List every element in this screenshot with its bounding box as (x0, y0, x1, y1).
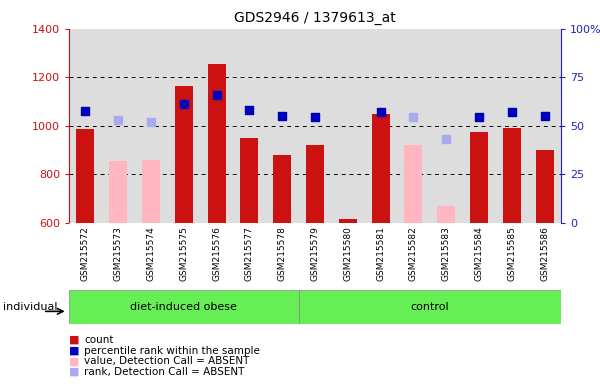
Bar (503, 128, 521, 223)
Bar (306, 145, 324, 223)
Bar (266, 29, 299, 223)
Point (507, 109, 517, 116)
Bar (496, 29, 528, 223)
Point (212, 93, 221, 99)
Bar (437, 206, 455, 223)
Bar (299, 29, 331, 223)
Bar (134, 29, 167, 223)
Point (113, 117, 123, 123)
Bar (331, 29, 364, 223)
Bar (339, 219, 357, 223)
Text: GSM215574: GSM215574 (146, 226, 155, 281)
Bar (528, 29, 561, 223)
Text: GSM215578: GSM215578 (278, 226, 287, 281)
Point (179, 101, 188, 107)
Bar (430, 29, 463, 223)
Point (277, 113, 287, 119)
Text: GSM215584: GSM215584 (475, 226, 484, 281)
Bar (69, 29, 102, 223)
Text: count: count (84, 335, 113, 345)
Text: diet-induced obese: diet-induced obese (130, 302, 237, 312)
Bar (404, 145, 422, 223)
Text: GSM215580: GSM215580 (343, 226, 352, 281)
Text: GSM215582: GSM215582 (409, 226, 418, 281)
Text: ■: ■ (69, 346, 79, 356)
Point (409, 114, 418, 120)
Bar (200, 29, 233, 223)
Text: ■: ■ (69, 356, 79, 366)
Bar (208, 64, 226, 223)
Text: GSM215586: GSM215586 (540, 226, 549, 281)
Point (474, 114, 484, 120)
Bar (102, 29, 134, 223)
Text: GSM215585: GSM215585 (508, 226, 516, 281)
Bar (470, 132, 488, 223)
Point (540, 113, 550, 119)
Text: GSM215576: GSM215576 (212, 226, 221, 281)
Bar (109, 161, 127, 223)
Bar (536, 150, 554, 223)
Text: ■: ■ (69, 367, 79, 377)
Point (310, 114, 320, 120)
Text: GSM215581: GSM215581 (376, 226, 385, 281)
Text: individual: individual (3, 302, 58, 312)
Point (80, 108, 90, 114)
Bar (69, 290, 299, 324)
Bar (273, 155, 291, 223)
Bar (167, 29, 200, 223)
Text: percentile rank within the sample: percentile rank within the sample (84, 346, 260, 356)
Title: GDS2946 / 1379613_at: GDS2946 / 1379613_at (234, 11, 396, 25)
Bar (76, 129, 94, 223)
Bar (233, 29, 266, 223)
Text: GSM215572: GSM215572 (81, 226, 90, 281)
Bar (241, 138, 259, 223)
Text: GSM215577: GSM215577 (245, 226, 254, 281)
Text: control: control (410, 302, 449, 312)
Bar (463, 29, 496, 223)
Bar (371, 114, 389, 223)
Text: rank, Detection Call = ABSENT: rank, Detection Call = ABSENT (84, 367, 244, 377)
Point (376, 109, 385, 116)
Bar (175, 86, 193, 223)
Text: ■: ■ (69, 335, 79, 345)
Text: GSM215583: GSM215583 (442, 226, 451, 281)
Bar (299, 290, 561, 324)
Bar (364, 29, 397, 223)
Point (245, 107, 254, 113)
Point (146, 119, 156, 125)
Point (442, 136, 451, 142)
Bar (142, 160, 160, 223)
Text: GSM215573: GSM215573 (114, 226, 123, 281)
Text: GSM215579: GSM215579 (311, 226, 320, 281)
Bar (397, 29, 430, 223)
Text: GSM215575: GSM215575 (179, 226, 188, 281)
Text: value, Detection Call = ABSENT: value, Detection Call = ABSENT (84, 356, 250, 366)
